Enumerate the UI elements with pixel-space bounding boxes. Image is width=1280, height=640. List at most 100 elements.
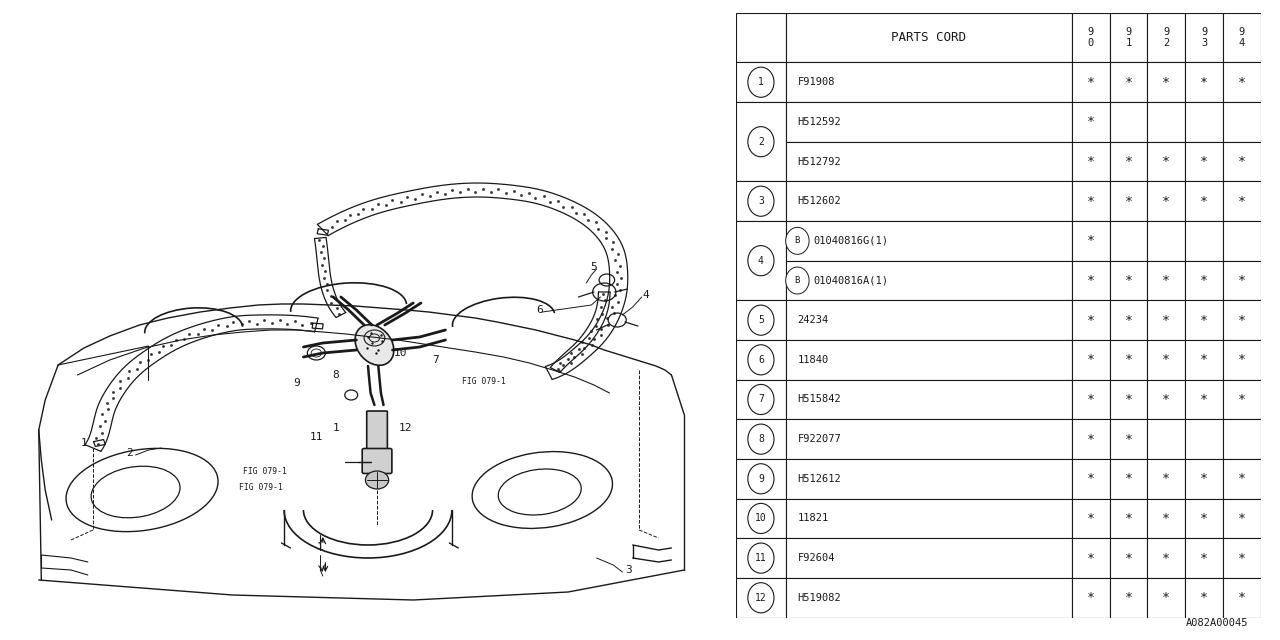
Text: *: * [1087,353,1094,366]
Bar [786,62,1071,102]
Text: 10: 10 [755,513,767,524]
Text: *: * [1201,195,1208,208]
Bar [1222,221,1261,260]
Bar [1185,419,1222,459]
Bar [786,13,1071,62]
Text: *: * [1125,274,1133,287]
Bar [736,221,786,300]
Text: *: * [1125,433,1133,445]
Bar [786,538,1071,578]
Bar [1071,62,1110,102]
Bar [786,578,1071,618]
Bar [1110,578,1147,618]
Text: *: * [1201,591,1208,604]
Text: *: * [1162,393,1170,406]
Text: 9
1: 9 1 [1125,27,1132,48]
Circle shape [786,267,809,294]
FancyBboxPatch shape [362,449,392,474]
Text: *: * [1125,155,1133,168]
Text: *: * [1238,314,1245,326]
Ellipse shape [355,324,394,365]
Bar [1185,181,1222,221]
Text: 9
2: 9 2 [1164,27,1170,48]
Text: 5: 5 [590,262,598,272]
Bar [1147,300,1185,340]
Circle shape [748,424,774,454]
Circle shape [748,67,774,97]
Circle shape [365,471,389,489]
Bar [736,538,786,578]
Circle shape [748,504,774,534]
Bar [736,13,786,62]
Bar [1110,260,1147,300]
Text: 1: 1 [81,438,87,448]
Bar [1147,459,1185,499]
Bar [1071,499,1110,538]
Bar [1147,13,1185,62]
Text: *: * [1201,393,1208,406]
Text: *: * [1162,353,1170,366]
Ellipse shape [91,466,180,518]
Text: *: * [1238,155,1245,168]
Bar [1110,300,1147,340]
Text: H515842: H515842 [797,394,841,404]
Text: *: * [1162,591,1170,604]
Text: *: * [1238,552,1245,564]
Text: 01040816G(1): 01040816G(1) [813,236,888,246]
Bar [1185,459,1222,499]
Text: 7: 7 [431,355,439,365]
Text: *: * [1087,76,1094,89]
Bar [1222,499,1261,538]
Text: 11: 11 [755,553,767,563]
Text: *: * [1087,512,1094,525]
Bar [1185,538,1222,578]
Text: *: * [1201,76,1208,89]
Text: 7: 7 [758,394,764,404]
Text: *: * [1125,76,1133,89]
Bar [786,300,1071,340]
Text: *: * [1201,274,1208,287]
Text: 5: 5 [758,315,764,325]
Text: 12: 12 [398,423,412,433]
Bar [736,380,786,419]
Text: H519082: H519082 [797,593,841,603]
Text: *: * [1087,472,1094,485]
Text: *: * [1125,314,1133,326]
Text: *: * [1238,195,1245,208]
Text: *: * [1125,195,1133,208]
Bar [1147,578,1185,618]
Bar [1147,141,1185,181]
Text: *: * [1238,353,1245,366]
Text: *: * [1238,76,1245,89]
Bar [786,459,1071,499]
Text: PARTS CORD: PARTS CORD [891,31,966,44]
Bar [786,499,1071,538]
Text: H512792: H512792 [797,157,841,166]
Circle shape [748,385,774,415]
Text: 12: 12 [755,593,767,603]
Bar [1147,499,1185,538]
Text: 1: 1 [758,77,764,87]
Text: 8: 8 [333,370,339,380]
Bar [736,459,786,499]
Bar [786,340,1071,380]
Text: *: * [1125,393,1133,406]
Text: *: * [1162,314,1170,326]
Bar [736,300,786,340]
Bar [1185,578,1222,618]
Text: *: * [1238,512,1245,525]
Text: *: * [1238,393,1245,406]
Circle shape [748,246,774,276]
Text: 9
0: 9 0 [1088,27,1094,48]
Bar [1147,380,1185,419]
Bar [1071,419,1110,459]
Text: *: * [1087,552,1094,564]
Bar [1147,221,1185,260]
Bar [1185,62,1222,102]
Bar [786,181,1071,221]
Bar [1071,13,1110,62]
Bar [1110,13,1147,62]
FancyBboxPatch shape [366,411,388,449]
Text: 6: 6 [536,305,543,315]
Bar [1110,141,1147,181]
